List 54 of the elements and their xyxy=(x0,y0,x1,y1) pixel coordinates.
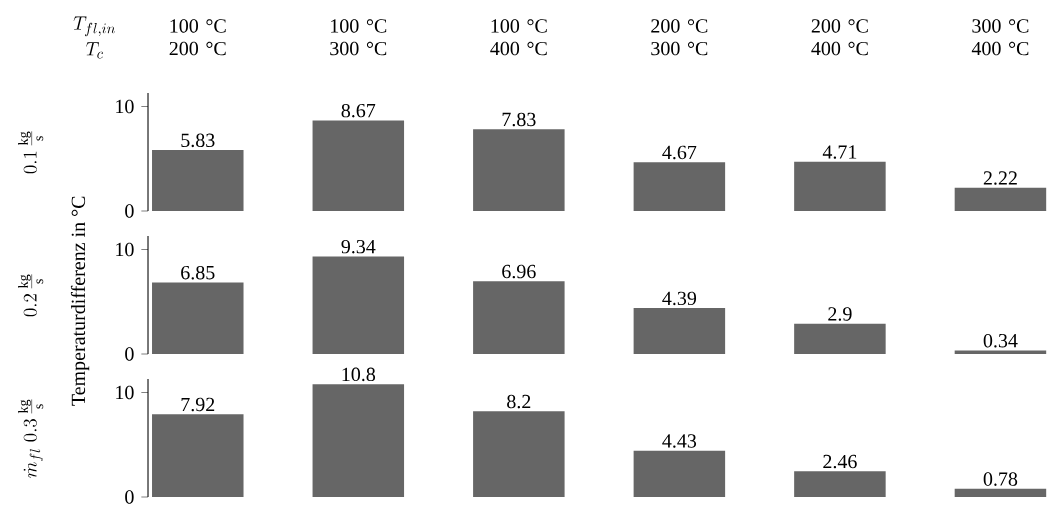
bar xyxy=(152,282,244,354)
data-label: 2.46 xyxy=(823,454,857,469)
data-label: 2.22 xyxy=(983,171,1017,185)
y-tick-label: 0 xyxy=(125,204,134,218)
y-tick-label: 10 xyxy=(116,99,134,114)
data-label: 6.96 xyxy=(502,264,536,279)
bar xyxy=(954,488,1047,497)
bar xyxy=(954,350,1047,354)
bar xyxy=(473,281,565,354)
bar xyxy=(312,256,405,354)
bar xyxy=(633,308,726,354)
y-axis-title: $0.1\,\frac{\mathrm{kg}}{\mathrm{s}}$ xyxy=(18,131,44,174)
y-tick-label: 0 xyxy=(125,490,134,504)
data-label: 4.71 xyxy=(822,145,857,159)
data-label: 10.8 xyxy=(342,367,376,382)
data-label: 7.83 xyxy=(502,112,536,127)
data-label: 8.67 xyxy=(341,103,376,118)
data-label: 4.67 xyxy=(662,145,697,160)
y-axis-title: $0.2\,\frac{\mathrm{kg}}{\mathrm{s}}$ xyxy=(18,274,44,317)
y-tick-label: 10 xyxy=(116,385,134,400)
y-axis-title: $\dot{m}_{fl}\;0.3\,\frac{\mathrm{kg}}{\mathrm{s}}$ xyxy=(18,399,44,478)
data-label: 4.43 xyxy=(662,434,697,448)
x-tick-label: 300 °C 400 °C xyxy=(971,19,1029,56)
bar xyxy=(794,323,886,354)
x-tick-label: 100 °C 300 °C xyxy=(330,19,387,56)
bar xyxy=(633,450,726,497)
bar xyxy=(312,120,405,211)
x-tick-label: 200 °C 300 °C xyxy=(651,19,708,56)
x-tick-label: 200 °C 400 °C xyxy=(811,19,868,56)
y-tick-label: 10 xyxy=(116,242,134,257)
data-label: 2.9 xyxy=(828,307,852,321)
data-label: 8.2 xyxy=(507,394,531,409)
bar xyxy=(794,161,886,211)
text: $T_{c}$ xyxy=(86,42,103,59)
bar xyxy=(633,162,726,211)
x-tick-label: 100 °C 400 °C xyxy=(490,19,547,56)
bar xyxy=(794,471,886,497)
bar xyxy=(473,411,565,497)
bar xyxy=(152,150,244,211)
bar xyxy=(152,414,244,497)
data-label: 6.85 xyxy=(181,265,215,280)
data-label: 7.92 xyxy=(181,397,215,412)
data-label: 4.39 xyxy=(662,291,697,306)
bar xyxy=(312,384,405,497)
text: Temperaturdifferenz in °C xyxy=(70,196,90,406)
text: $T_{fl,in}$ xyxy=(73,16,115,37)
data-label: 0.34 xyxy=(983,333,1018,348)
data-label: 9.34 xyxy=(341,239,376,254)
y-tick-label: 0 xyxy=(125,347,134,361)
x-tick-label: 100 °C 200 °C xyxy=(169,19,226,56)
data-label: 0.78 xyxy=(983,472,1018,486)
bar xyxy=(473,129,565,211)
bar xyxy=(954,187,1047,211)
data-label: 5.83 xyxy=(181,133,215,148)
